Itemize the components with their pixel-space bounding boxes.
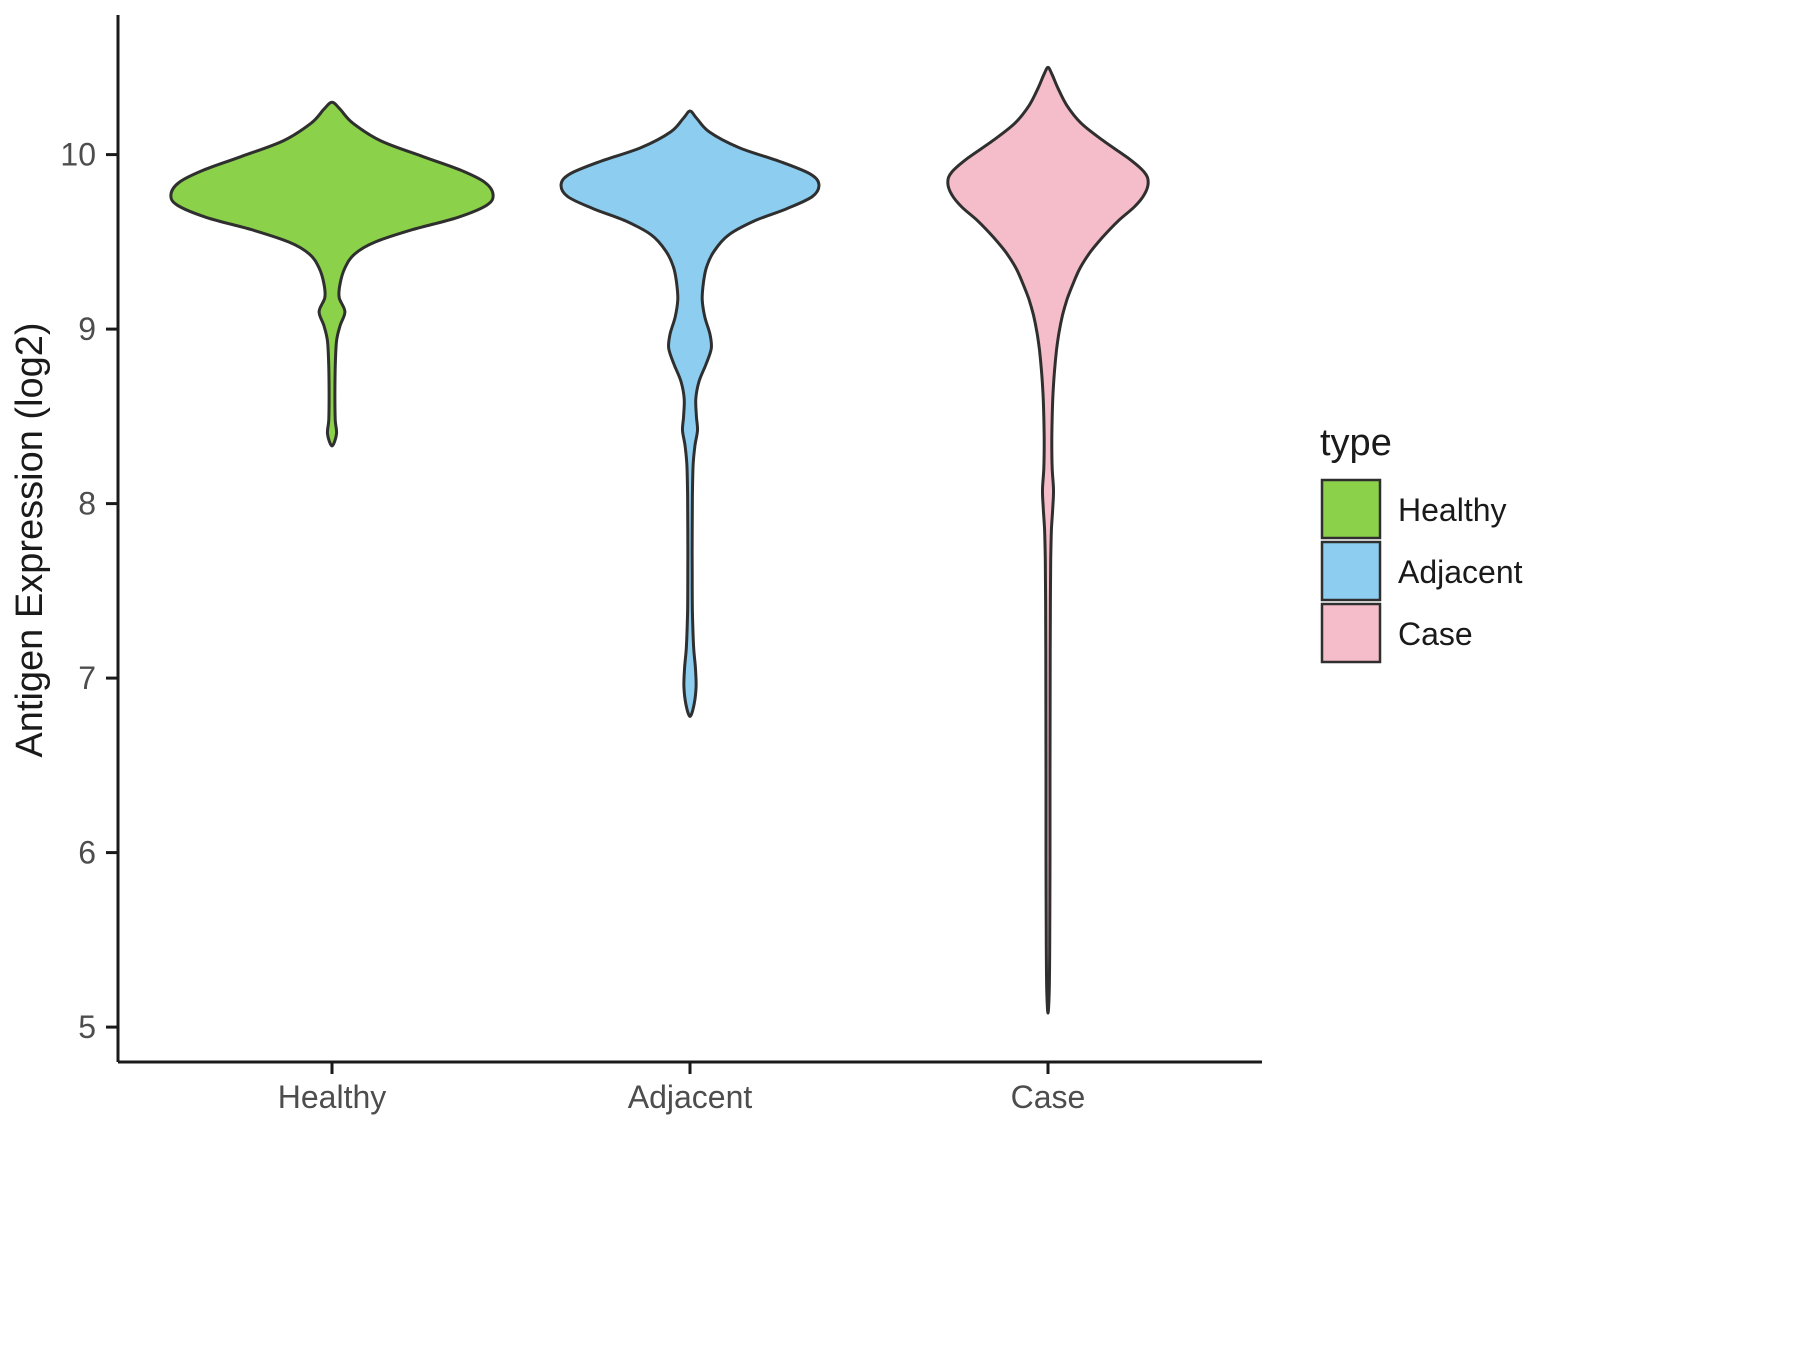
violin-adjacent bbox=[559, 109, 821, 718]
y-axis-title: Antigen Expression (log2) bbox=[9, 322, 51, 757]
violin-case bbox=[946, 65, 1150, 1015]
legend-label-adjacent: Adjacent bbox=[1398, 554, 1523, 590]
x-tick-label: Case bbox=[1011, 1079, 1086, 1115]
legend-label-healthy: Healthy bbox=[1398, 492, 1507, 528]
y-tick-label: 9 bbox=[78, 311, 96, 347]
violin-healthy bbox=[169, 100, 495, 448]
legend-title: type bbox=[1320, 422, 1392, 464]
x-tick-label: Healthy bbox=[278, 1079, 387, 1115]
violins-group bbox=[169, 65, 1150, 1015]
legend-swatch-healthy bbox=[1320, 478, 1382, 540]
legend-label-case: Case bbox=[1398, 616, 1473, 652]
y-tick-label: 10 bbox=[60, 137, 96, 173]
y-tick-label: 5 bbox=[78, 1009, 96, 1045]
axes-group: 5 6 7 8 9 10 Healthy Adjacent Case bbox=[60, 15, 1262, 1115]
legend-swatch-case bbox=[1320, 602, 1382, 664]
y-tick-label: 7 bbox=[78, 660, 96, 696]
y-tick-label: 6 bbox=[78, 835, 96, 871]
legend-swatch-adjacent bbox=[1320, 540, 1382, 602]
y-tick-label: 8 bbox=[78, 486, 96, 522]
x-tick-label: Adjacent bbox=[628, 1079, 753, 1115]
